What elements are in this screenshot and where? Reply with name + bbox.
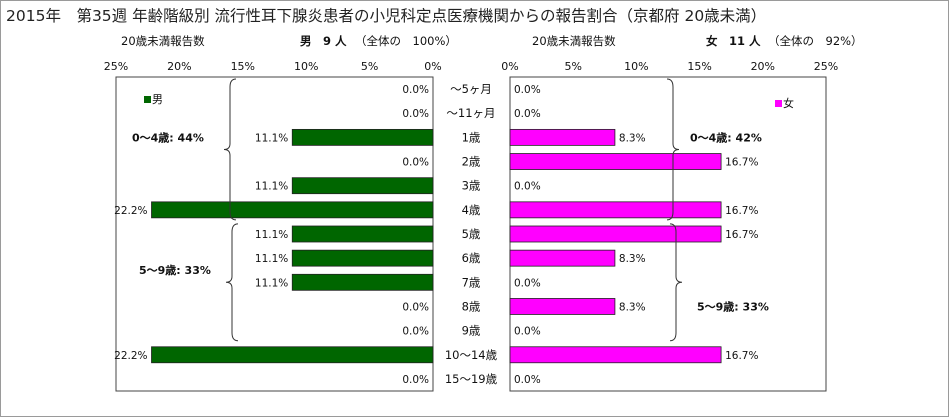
male-bar	[291, 177, 434, 195]
category-label: 10～14歳	[445, 348, 498, 362]
male-data-label: 11.1%	[255, 181, 288, 193]
right-subtitle: 20歳未満報告数	[532, 34, 616, 48]
female-age-5-9-annotation: 5～9歳: 33%	[697, 299, 769, 313]
male-bar	[151, 201, 434, 219]
male-data-label: 0.0%	[402, 157, 429, 169]
female-data-label: 8.3%	[619, 132, 646, 144]
male-legend-swatch	[144, 96, 151, 103]
male-axis-tick-label: 0%	[424, 60, 441, 73]
male-age-5-9-bracket	[225, 223, 239, 342]
female-axis-tick-label: 20%	[751, 60, 775, 73]
female-data-label: 16.7%	[725, 350, 758, 362]
male-data-label: 0.0%	[402, 301, 429, 313]
category-label: 8歳	[462, 299, 481, 313]
male-axis-tick-label: 10%	[294, 60, 318, 73]
female-data-label: 16.7%	[725, 205, 758, 217]
female-data-label: 0.0%	[514, 108, 541, 120]
female-data-label: 8.3%	[619, 301, 646, 313]
category-label: 3歳	[462, 179, 481, 193]
female-data-label: 0.0%	[514, 84, 541, 96]
female-bar	[509, 201, 722, 219]
female-bar	[509, 153, 722, 170]
female-axis-tick-label: 25%	[814, 60, 838, 73]
female-axis-tick-label: 15%	[687, 60, 711, 73]
category-label: 6歳	[462, 251, 481, 265]
male-data-label: 0.0%	[402, 84, 429, 96]
male-data-label: 11.1%	[255, 132, 288, 144]
male-axis-tick-label: 15%	[231, 60, 255, 73]
female-bar	[509, 346, 722, 364]
female-data-label: 0.0%	[514, 326, 541, 338]
male-series-label: 男 9 人	[300, 34, 347, 48]
male-share: （全体の 100%）	[355, 34, 457, 48]
female-age-5-9-bracket	[669, 223, 683, 342]
category-label: 2歳	[462, 155, 481, 169]
female-axis-tick-label: 0%	[501, 60, 518, 73]
category-label: 9歳	[462, 324, 481, 338]
female-bar	[509, 128, 616, 146]
male-data-label: 11.1%	[255, 229, 288, 241]
female-age-0-4-bracket	[666, 78, 680, 221]
category-label: 15～19歳	[445, 372, 498, 386]
male-data-label: 0.0%	[402, 374, 429, 386]
female-data-label: 16.7%	[725, 229, 758, 241]
female-data-label: 16.7%	[725, 157, 758, 169]
female-share: （全体の 92%）	[768, 34, 863, 48]
female-age-0-4-annotation: 0～4歳: 42%	[690, 130, 762, 144]
male-bar	[151, 346, 434, 364]
female-series-label: 女 11 人	[706, 34, 761, 48]
male-bar	[291, 249, 434, 267]
female-bar	[509, 298, 616, 315]
category-label: 5歳	[462, 227, 481, 241]
male-axis-tick-label: 5%	[361, 60, 378, 73]
male-data-label: 11.1%	[255, 277, 288, 289]
female-legend-swatch	[775, 100, 782, 107]
female-legend-label: 女	[783, 96, 794, 110]
female-axis-tick-label: 10%	[624, 60, 648, 73]
male-data-label: 0.0%	[402, 326, 429, 338]
category-label: 1歳	[462, 130, 481, 144]
male-axis-tick-label: 25%	[104, 60, 128, 73]
male-data-label: 11.1%	[255, 253, 288, 265]
category-label: 4歳	[462, 203, 481, 217]
male-axis-tick-label: 20%	[167, 60, 191, 73]
male-bar	[291, 273, 434, 291]
female-data-label: 0.0%	[514, 374, 541, 386]
male-bar	[291, 225, 434, 243]
female-bar	[509, 249, 616, 267]
female-data-label: 0.0%	[514, 181, 541, 193]
category-label: ～5ヶ月	[450, 82, 492, 96]
category-label: 7歳	[462, 275, 481, 289]
male-age-0-4-bracket	[223, 78, 237, 221]
female-axis-tick-label: 5%	[564, 60, 581, 73]
male-bar	[291, 128, 434, 146]
male-age-0-4-annotation: 0～4歳: 44%	[132, 130, 204, 144]
male-data-label: 22.2%	[114, 350, 147, 362]
male-legend-label: 男	[152, 93, 163, 106]
chart-title: 2015年 第35週 年齢階級別 流行性耳下腺炎患者の小児科定点医療機関からの報…	[6, 7, 767, 25]
left-subtitle: 20歳未満報告数	[121, 34, 205, 48]
female-bar	[509, 225, 722, 243]
category-label: ～11ヶ月	[446, 106, 495, 120]
female-data-label: 8.3%	[619, 253, 646, 265]
female-data-label: 0.0%	[514, 277, 541, 289]
male-age-5-9-annotation: 5～9歳: 33%	[139, 263, 211, 277]
male-data-label: 0.0%	[402, 108, 429, 120]
male-data-label: 22.2%	[114, 205, 147, 217]
